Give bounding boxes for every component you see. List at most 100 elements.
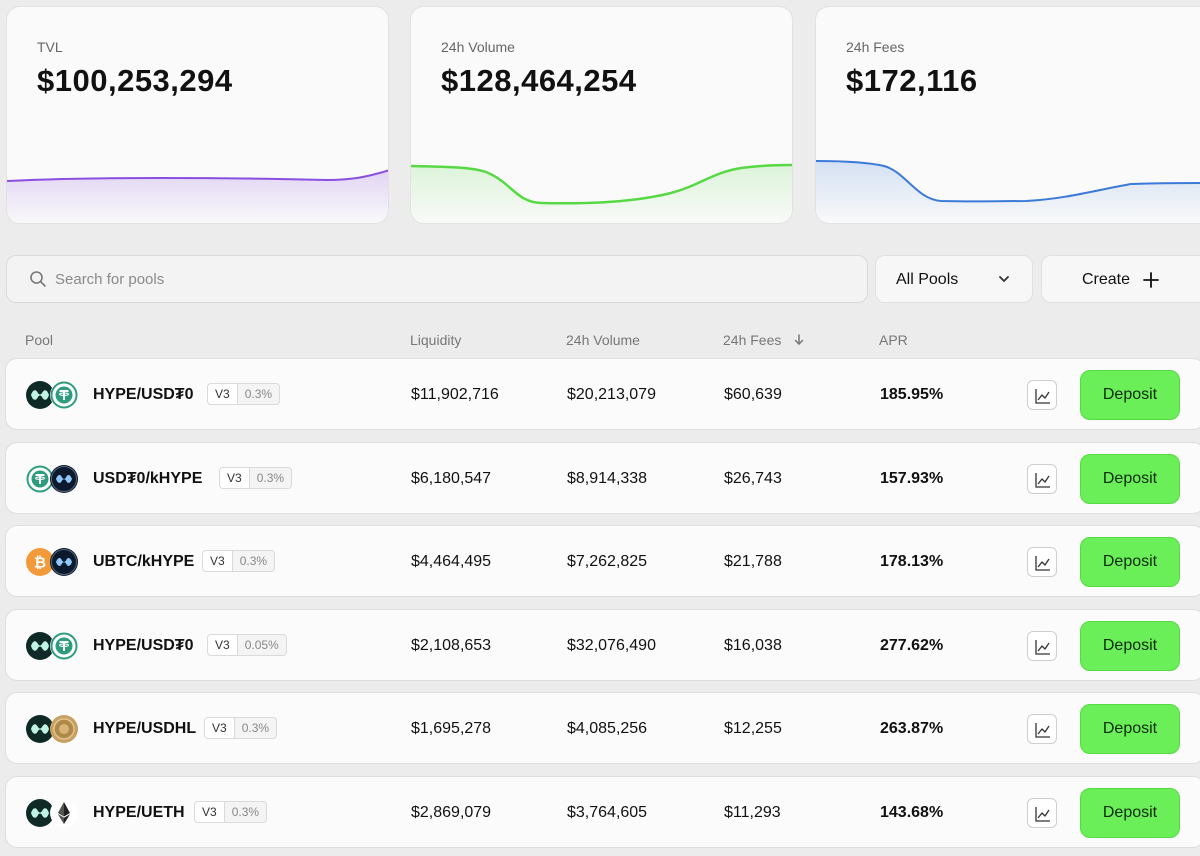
fee-tier-badge: 0.3% (232, 550, 276, 572)
token-icon-wrapper: ₿ (26, 548, 54, 576)
fees-value: $60,639 (724, 386, 782, 403)
table-row[interactable]: USD₮0/kHYPE V3 0.3% $6,180,547 $8,914,338 $26… (5, 442, 1200, 514)
token-pair-icons (26, 715, 82, 743)
pool-name: HYPE/USD₮0 (93, 637, 194, 654)
view-chart-button[interactable] (1027, 714, 1057, 744)
deposit-button[interactable]: Deposit (1080, 454, 1180, 504)
token-icon-wrapper (50, 381, 78, 409)
pool-name: HYPE/UETH (93, 804, 185, 821)
line-chart-icon (1035, 723, 1050, 738)
hype-icon (26, 715, 54, 743)
pool-name: UBTC/kHYPE (93, 553, 195, 570)
stat-value: $172,116 (846, 63, 978, 98)
token-pair-icons (26, 381, 82, 409)
table-row[interactable]: HYPE/USDHL V3 0.3% $1,695,278 $4,085,256 $12,… (5, 692, 1200, 764)
stat-card-tvl: TVL $100,253,294 (6, 6, 389, 224)
volume-value: $20,213,079 (567, 386, 656, 403)
fee-tier-badge: 0.05% (237, 634, 287, 656)
hype-icon (26, 799, 54, 827)
deposit-button[interactable]: Deposit (1080, 621, 1180, 671)
volume-value: $8,914,338 (567, 470, 648, 487)
liquidity-value: $11,902,716 (411, 386, 499, 403)
search-input[interactable] (55, 256, 835, 302)
pool-filter-value: All Pools (896, 271, 959, 288)
svg-text:₿: ₿ (34, 554, 46, 572)
token-icon-wrapper (50, 632, 78, 660)
fees-value: $21,788 (724, 553, 782, 570)
header-pool[interactable]: Pool (25, 332, 54, 348)
fee-tier-badge: 0.3% (224, 801, 268, 823)
token-pair-icons: ₿ (26, 548, 82, 576)
liquidity-value: $4,464,495 (411, 553, 492, 570)
stat-label: 24h Fees (846, 39, 905, 55)
header-apr[interactable]: APR (879, 332, 908, 348)
token-icon-wrapper (26, 381, 54, 409)
view-chart-button[interactable] (1027, 380, 1057, 410)
search-icon (30, 271, 46, 287)
toolbar: All Pools Create (6, 255, 1200, 303)
create-button[interactable]: Create (1041, 255, 1200, 303)
search-box[interactable] (6, 255, 868, 303)
version-badge: V3 (219, 467, 250, 489)
version-badge: V3 (207, 383, 238, 405)
pool-badges: V3 0.05% (207, 634, 287, 656)
token-icon-wrapper (50, 799, 78, 827)
apr-value: 277.62% (880, 637, 944, 654)
token-icon-wrapper (26, 715, 54, 743)
view-chart-button[interactable] (1027, 547, 1057, 577)
line-chart-icon (1035, 640, 1050, 655)
fees-sparkline (816, 160, 1200, 223)
liquidity-value: $2,869,079 (411, 804, 492, 821)
pool-name: USD₮0/kHYPE (93, 470, 203, 487)
line-chart-icon (1035, 473, 1050, 488)
view-chart-button[interactable] (1027, 798, 1057, 828)
fees-value: $11,293 (724, 804, 781, 821)
create-label: Create (1082, 271, 1131, 288)
volume-value: $7,262,825 (567, 553, 648, 570)
fee-tier-badge: 0.3% (237, 383, 281, 405)
table-row[interactable]: HYPE/USD₮0 V3 0.3% $11,902,716 $20,213,079 $6… (5, 358, 1200, 430)
token-icon-wrapper (50, 715, 78, 743)
pool-filter-dropdown[interactable]: All Pools (875, 255, 1033, 303)
token-pair-icons (26, 799, 82, 827)
stat-card-fees: 24h Fees $172,116 (815, 6, 1200, 224)
version-badge: V3 (207, 634, 238, 656)
table-row[interactable]: HYPE/UETH V3 0.3% $2,869,079 $3,764,605 $11,2… (5, 776, 1200, 848)
fees-value: $12,255 (724, 720, 782, 737)
token-icon-wrapper (50, 548, 78, 576)
sort-arrow-down-icon[interactable] (793, 334, 805, 346)
token-pair-icons (26, 632, 82, 660)
deposit-button[interactable]: Deposit (1080, 704, 1180, 754)
stat-card-volume: 24h Volume $128,464,254 (410, 6, 793, 224)
volume-sparkline (411, 163, 792, 223)
pool-name: HYPE/USD₮0 (93, 386, 194, 403)
table-row[interactable]: ₿ UBTC/kHYPE V3 0.3% $4,464,495 $7,262,825 $2… (5, 525, 1200, 597)
stats-section: TVL $100,253,294 24h Volume $128,464,254 (6, 6, 1200, 224)
header-volume[interactable]: 24h Volume (566, 332, 640, 348)
stat-label: 24h Volume (441, 39, 515, 55)
btc-icon: ₿ (26, 548, 54, 576)
stat-value: $128,464,254 (441, 63, 637, 98)
liquidity-value: $6,180,547 (411, 470, 492, 487)
apr-value: 185.95% (880, 386, 944, 403)
line-chart-icon (1035, 556, 1050, 571)
stat-value: $100,253,294 (37, 63, 233, 98)
khype-icon (50, 465, 78, 493)
deposit-button[interactable]: Deposit (1080, 537, 1180, 587)
khype-icon (50, 548, 78, 576)
fees-value: $26,743 (724, 470, 782, 487)
apr-value: 263.87% (880, 720, 944, 737)
volume-value: $4,085,256 (567, 720, 648, 737)
header-liquidity[interactable]: Liquidity (410, 332, 462, 348)
line-chart-icon (1035, 389, 1050, 404)
view-chart-button[interactable] (1027, 631, 1057, 661)
liquidity-value: $1,695,278 (411, 720, 492, 737)
header-fees[interactable]: 24h Fees (723, 332, 782, 348)
table-row[interactable]: HYPE/USD₮0 V3 0.05% $2,108,653 $32,076,490 $1… (5, 609, 1200, 681)
deposit-button[interactable]: Deposit (1080, 788, 1180, 838)
deposit-button[interactable]: Deposit (1080, 370, 1180, 420)
volume-value: $32,076,490 (567, 637, 656, 654)
pool-badges: V3 0.3% (202, 550, 276, 572)
view-chart-button[interactable] (1027, 464, 1057, 494)
stat-label: TVL (37, 39, 63, 55)
